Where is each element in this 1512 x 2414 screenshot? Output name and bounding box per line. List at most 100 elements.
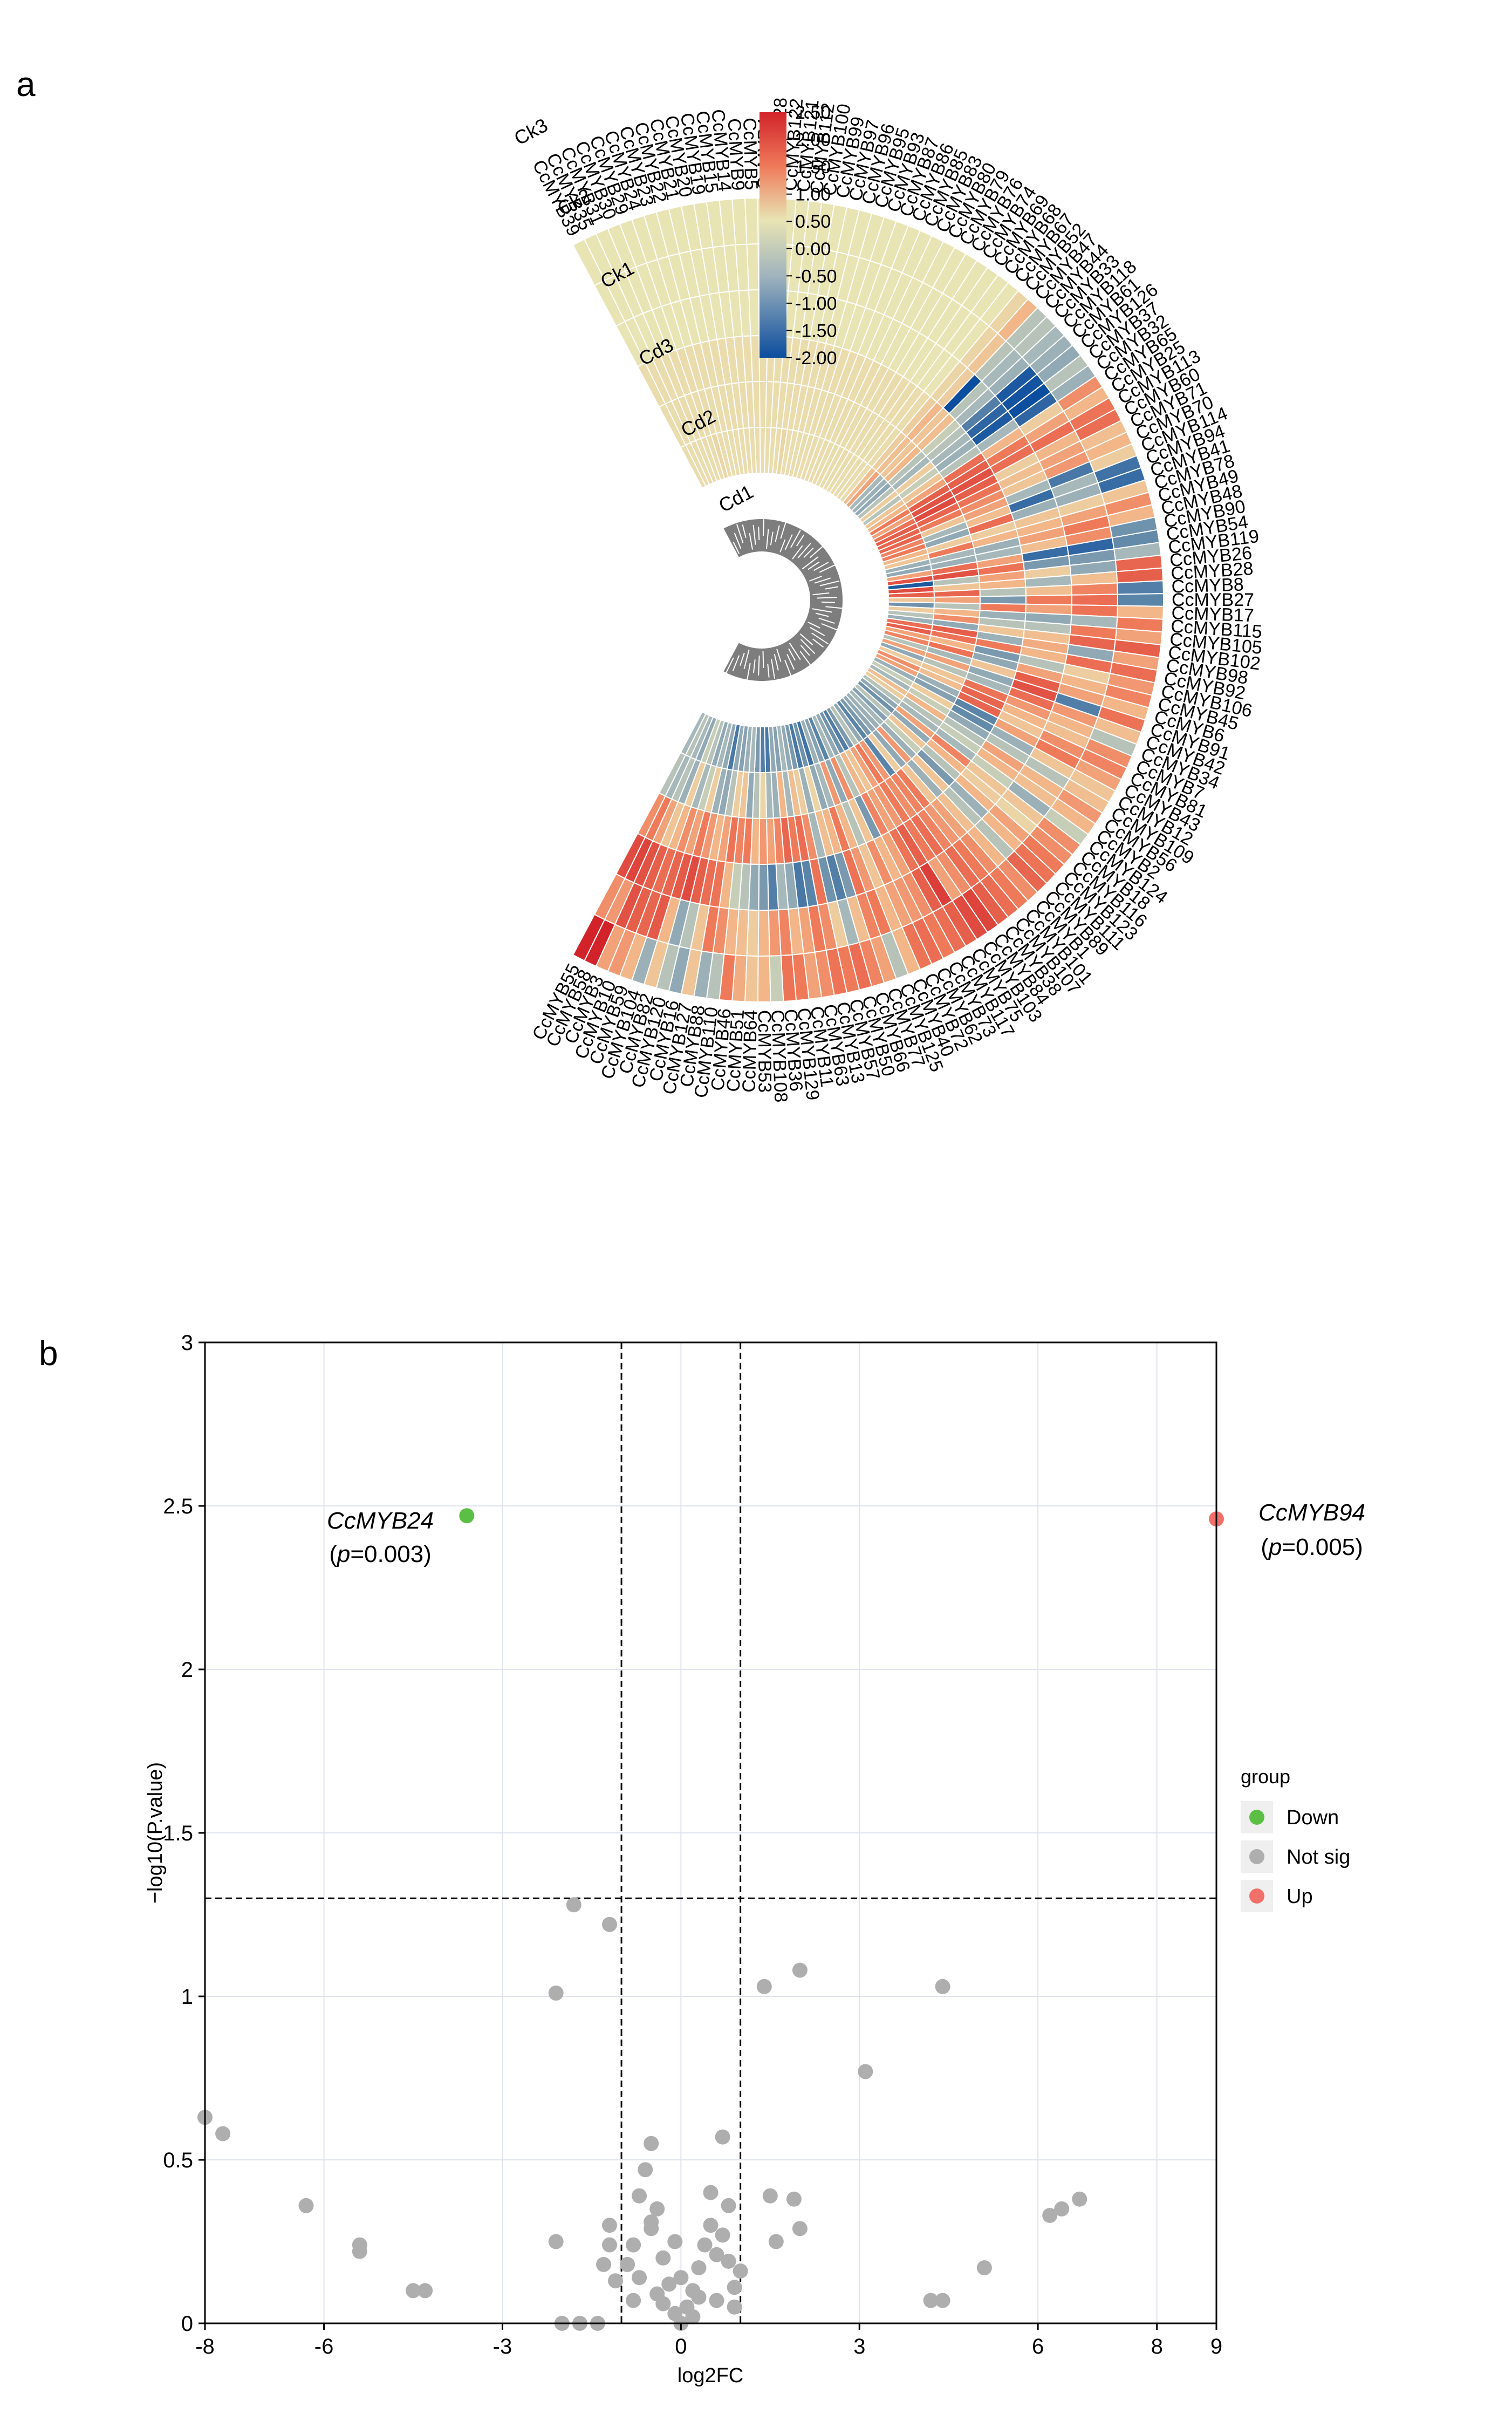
point-not-sig	[548, 1985, 564, 2001]
colorbar-tick-label: -2.00	[795, 348, 837, 369]
point-not-sig	[727, 2280, 742, 2295]
point-not-sig	[935, 1979, 950, 1994]
dendrogram-branch	[811, 632, 829, 645]
dendrogram-branch	[747, 663, 751, 680]
heatmap-cell-ck1-ccmyb8	[1025, 584, 1072, 597]
x-tick-label: -6	[314, 2335, 334, 2358]
point-not-sig	[649, 2201, 665, 2217]
dendrogram-branch	[732, 655, 740, 671]
dendrogram-branch	[815, 612, 829, 617]
point-not-sig	[792, 2221, 808, 2236]
point-not-sig	[733, 2263, 748, 2279]
point-not-sig	[1054, 2201, 1070, 2217]
dendrogram-branch	[775, 525, 780, 542]
y-tick-label: 2.5	[163, 1495, 193, 1518]
gene-label: CcMYB8	[1171, 574, 1244, 597]
heatmap-center-disc	[723, 519, 843, 681]
gene-label: CcMYB53	[754, 1010, 775, 1093]
gene-label: CcMYB17	[1171, 603, 1254, 626]
legend-key-not-sig	[1249, 1849, 1264, 1864]
legend-key-up	[1249, 1888, 1264, 1904]
point-not-sig	[935, 2293, 950, 2308]
dendrogram-branch	[786, 654, 795, 670]
point-not-sig	[768, 2234, 784, 2249]
heatmap-cell-ck2-ccmyb53	[757, 909, 770, 957]
dendrogram-branch	[825, 606, 843, 609]
y-axis-title: −log10(P.value)	[144, 1762, 167, 1904]
point-not-sig	[858, 2064, 873, 2079]
dendrogram-branch	[790, 530, 801, 548]
point-not-sig	[703, 2218, 719, 2233]
heatmap-cell-cd3-ccmyb53	[758, 817, 768, 865]
heatmap-cell-cd2-ccmyb5	[752, 380, 761, 428]
y-tick-label: 0.5	[163, 2149, 193, 2172]
colorbar-tick-label: 1.00	[795, 185, 831, 205]
dendrogram-branch	[812, 592, 830, 596]
dendrogram-branch	[797, 542, 812, 558]
point-not-sig	[715, 2129, 730, 2145]
annotation-p-value: (p=0.005)	[1261, 1534, 1363, 1560]
x-tick-label: 6	[1032, 2335, 1044, 2358]
point-not-sig	[418, 2283, 433, 2299]
point-not-sig	[667, 2234, 683, 2249]
gene-label: CcMYB64	[739, 1010, 762, 1093]
threshold-lines	[205, 1342, 1216, 2323]
annotation-ccmyb94: CcMYB94 (p=0.005)	[1258, 1499, 1365, 1560]
heatmap-cell-cd2-ccmyb53	[759, 772, 768, 820]
point-not-sig	[352, 2243, 367, 2259]
dendrogram-branch	[749, 533, 753, 550]
heatmap-cell-ck1-ccmyb27	[1025, 594, 1072, 606]
annotation-gene-name: CcMYB94	[1258, 1499, 1365, 1526]
x-axis-ticks: -8 -6 -3 0 3 6 8 9	[195, 2323, 1222, 2358]
dendrogram-branch	[813, 562, 829, 571]
dendrogram-branch	[818, 617, 835, 624]
dendrogram-branch	[799, 633, 813, 645]
point-not-sig	[685, 2283, 701, 2299]
heatmap-cell-ck3-ccmyb108	[769, 954, 784, 1003]
heatmap-cell-ck3-ccmyb27	[1117, 593, 1164, 607]
point-not-sig	[709, 2293, 724, 2308]
dendrogram-branch	[803, 547, 814, 558]
heatmap-cell-ck3-ccmyb5	[744, 197, 759, 245]
legend-title: group	[1241, 1765, 1290, 1788]
gene-label: CcMYB51	[723, 1009, 748, 1093]
y-tick-label: 3	[181, 1331, 193, 1355]
point-not-sig	[602, 2218, 617, 2233]
dendrogram-branch	[784, 534, 793, 550]
point-not-sig	[298, 2198, 314, 2213]
circular-heatmap: CcMYB39CcMYB35CcMYB31CcMYB30CcMYB29CcMYB…	[510, 97, 1263, 1103]
dendrogram-branch	[792, 545, 803, 560]
point-not-sig	[756, 1979, 772, 1994]
x-tick-label: 0	[675, 2335, 687, 2358]
point-not-sig	[602, 1917, 617, 1932]
point-not-sig	[406, 2283, 421, 2299]
x-tick-label: 9	[1210, 2335, 1222, 2358]
point-down	[459, 1508, 475, 1524]
annotation-p-value: (p=0.003)	[329, 1541, 432, 1567]
dendrogram-branch	[809, 575, 822, 582]
point-not-sig	[673, 2270, 689, 2286]
point-not-sig	[602, 2237, 617, 2253]
y-tick-label: 1	[181, 1985, 193, 2009]
panel-a-label: a	[16, 65, 36, 104]
annotation-gene-name: CcMYB24	[327, 1508, 434, 1534]
dendrogram-branch	[821, 601, 835, 603]
dendrogram-branch	[740, 652, 745, 666]
dendrogram-branch	[758, 655, 760, 676]
colorbar-tick-label: -1.50	[795, 320, 837, 341]
colorbar-tick-label: -0.50	[795, 266, 837, 287]
colorbar-tick-label: 0.50	[795, 212, 831, 232]
x-tick-label: -8	[195, 2335, 215, 2358]
dendrogram-branch	[812, 608, 832, 613]
dendrogram-branch	[733, 541, 740, 555]
dendrogram-branch	[763, 519, 764, 536]
point-not-sig	[697, 2237, 713, 2253]
y-tick-label: 0	[181, 2312, 193, 2336]
dendrogram-branch	[802, 556, 819, 570]
heatmap-cell-ck1-ccmyb53	[758, 863, 769, 911]
point-not-sig	[727, 2299, 742, 2315]
heatmap-cell-cd3-ccmyb27	[979, 595, 1027, 605]
dendrogram-branch	[814, 577, 831, 584]
